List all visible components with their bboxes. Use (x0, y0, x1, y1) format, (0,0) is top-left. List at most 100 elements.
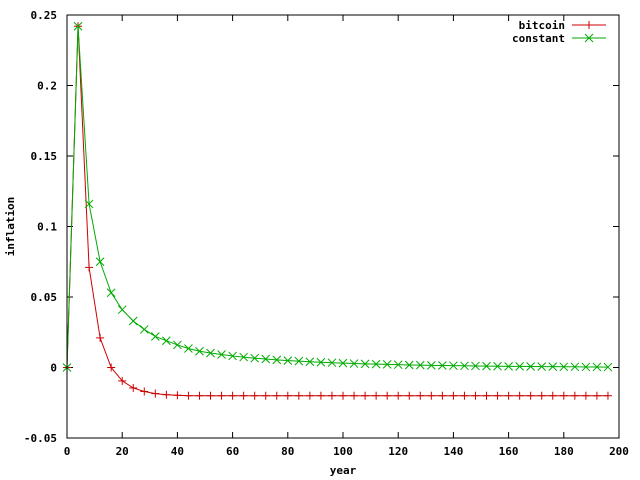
data-point-constant (239, 352, 248, 362)
y-tick-label: 0.1 (37, 221, 57, 234)
data-point-bitcoin (283, 391, 292, 400)
data-point-constant (537, 362, 547, 372)
data-point-bitcoin (294, 391, 303, 400)
data-point-bitcoin (272, 391, 281, 400)
data-point-bitcoin (449, 391, 458, 400)
data-point-constant (515, 362, 524, 371)
series-constant (62, 21, 613, 372)
data-point-constant (592, 362, 602, 372)
data-point-constant (349, 359, 359, 368)
data-point-bitcoin (239, 391, 248, 400)
data-point-constant (338, 358, 348, 368)
data-point-bitcoin (140, 387, 149, 396)
data-point-bitcoin (96, 333, 105, 342)
data-point-constant (438, 361, 447, 370)
x-tick-label: 20 (116, 445, 129, 458)
data-point-bitcoin (316, 391, 325, 400)
data-point-bitcoin (416, 391, 425, 400)
data-point-constant (150, 332, 160, 341)
data-point-bitcoin (405, 391, 414, 400)
data-point-bitcoin (129, 383, 138, 392)
legend-label-bitcoin: bitcoin (519, 19, 565, 32)
data-point-constant (548, 362, 558, 372)
data-point-constant (283, 356, 293, 365)
data-point-constant (504, 362, 513, 371)
data-point-bitcoin (107, 363, 116, 372)
data-point-bitcoin (537, 391, 546, 400)
data-point-constant (95, 257, 105, 267)
y-axis-title: inflation (4, 197, 17, 257)
data-point-bitcoin (339, 391, 347, 400)
data-point-bitcoin (327, 391, 336, 400)
data-point-constant (526, 362, 536, 371)
data-point-constant (327, 358, 337, 368)
data-point-constant (426, 361, 436, 370)
data-point-constant (603, 362, 613, 372)
data-point-bitcoin (151, 389, 160, 398)
data-point-constant (217, 350, 226, 359)
data-point-constant (195, 346, 204, 356)
data-point-constant (460, 361, 469, 371)
x-tick-label: 160 (499, 445, 519, 458)
plot-frame (66, 14, 620, 439)
x-tick-label: 0 (64, 445, 71, 458)
data-point-bitcoin (581, 391, 590, 400)
data-point-bitcoin (515, 391, 524, 400)
data-point-constant (493, 361, 502, 371)
data-point-bitcoin (504, 391, 513, 400)
x-tick-label: 120 (388, 445, 408, 458)
data-point-constant (261, 354, 271, 364)
data-point-bitcoin (394, 391, 403, 400)
data-point-constant (305, 357, 315, 367)
y-tick-label: 0.2 (37, 80, 57, 93)
x-tick-label: 40 (171, 445, 184, 458)
data-point-bitcoin (603, 391, 612, 400)
data-point-bitcoin (162, 390, 171, 399)
data-point-bitcoin (548, 391, 557, 400)
data-point-constant (84, 199, 94, 209)
data-point-bitcoin (305, 391, 314, 400)
data-point-bitcoin (261, 391, 270, 400)
data-point-constant (139, 325, 149, 334)
x-axis-title: year (330, 464, 357, 477)
data-point-bitcoin (570, 391, 579, 400)
y-tick-label: -0.05 (24, 432, 57, 445)
data-point-constant (559, 362, 569, 372)
data-point-constant (162, 336, 171, 346)
x-tick-label: 200 (609, 445, 629, 458)
data-point-constant (415, 360, 425, 370)
data-point-bitcoin (118, 376, 127, 385)
data-point-constant (106, 288, 116, 298)
data-point-bitcoin (471, 391, 480, 400)
data-point-bitcoin (206, 391, 215, 400)
legend-label-constant: constant (512, 32, 565, 45)
x-tick-label: 140 (443, 445, 463, 458)
data-point-bitcoin (460, 391, 469, 400)
data-point-bitcoin (85, 263, 94, 272)
data-point-constant (184, 344, 193, 353)
data-point-constant (73, 21, 83, 31)
data-point-bitcoin (559, 391, 568, 400)
data-point-bitcoin (195, 391, 204, 400)
data-point-constant (128, 316, 138, 326)
data-point-bitcoin (526, 391, 535, 400)
data-point-bitcoin (438, 391, 447, 400)
data-point-bitcoin (482, 391, 491, 400)
data-point-constant (471, 361, 480, 371)
data-point-constant (371, 359, 381, 369)
data-point-constant (449, 361, 458, 371)
legend-marker-constant (584, 33, 594, 43)
data-point-bitcoin (228, 391, 237, 400)
data-point-constant (206, 348, 215, 358)
data-point-constant (382, 360, 392, 369)
x-tick-label: 80 (281, 445, 294, 458)
data-point-constant (250, 353, 260, 363)
x-tick-label: 60 (226, 445, 239, 458)
data-point-constant (173, 340, 182, 350)
data-point-constant (294, 356, 304, 366)
data-point-bitcoin (592, 391, 601, 400)
y-tick-label: 0 (50, 362, 57, 375)
